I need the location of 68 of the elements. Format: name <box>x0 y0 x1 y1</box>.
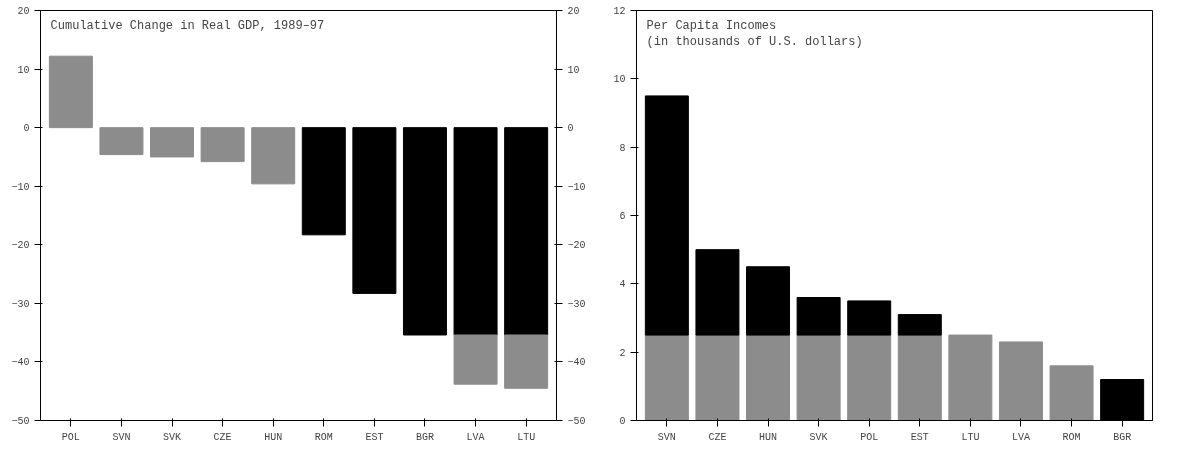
y-tick-label: 8 <box>619 142 626 154</box>
x-tick-label: BGR <box>415 431 434 443</box>
x-tick-label: LTU <box>961 431 980 443</box>
x-tick-label: EST <box>365 431 384 443</box>
bar <box>1049 365 1094 421</box>
bar <box>796 297 841 336</box>
y-tick-label: 0 <box>23 123 30 135</box>
bar <box>847 334 892 421</box>
y-tick-label: −30 <box>11 298 30 310</box>
bar <box>897 334 942 421</box>
x-tick-label: POL <box>61 431 80 443</box>
x-tick-label: SVK <box>809 431 828 443</box>
bar <box>504 334 549 389</box>
y2-tick-label: 0 <box>567 123 574 135</box>
x-tick-label: BGR <box>1113 431 1132 443</box>
y2-tick-label: −10 <box>567 181 586 193</box>
y2-tick-label: −40 <box>567 357 586 369</box>
bar <box>695 334 740 421</box>
y2-tick-label: −20 <box>567 240 586 252</box>
y-tick-label: −20 <box>11 240 30 252</box>
text: (in thousands of U.S. dollars) <box>646 34 863 49</box>
y-tick-label: −40 <box>11 357 30 369</box>
bar <box>453 127 498 336</box>
bar <box>948 334 993 421</box>
bar <box>644 334 689 421</box>
x-tick-label: HUN <box>264 431 283 443</box>
x-tick-label: CZE <box>708 431 727 443</box>
y-tick-label: 10 <box>17 64 30 76</box>
y2-tick-label: −30 <box>567 298 586 310</box>
text: Cumulative Change in Real GDP, 1989–97 <box>50 18 325 33</box>
x-tick-label: LVA <box>466 431 485 443</box>
y-tick-label: 4 <box>619 279 626 291</box>
y-tick-label: 10 <box>613 74 626 86</box>
x-tick-label: SVN <box>112 431 131 443</box>
y2-tick-label: 20 <box>567 6 580 17</box>
bar <box>897 314 942 336</box>
x-tick-label: POL <box>860 431 879 443</box>
x-tick-label: HUN <box>759 431 778 443</box>
y2-tick-label: −50 <box>567 416 586 427</box>
bar <box>695 249 740 336</box>
bar <box>453 334 498 385</box>
bar <box>402 127 447 336</box>
x-tick-label: LTU <box>517 431 536 443</box>
bar <box>796 334 841 421</box>
bar <box>746 266 791 336</box>
bar <box>301 127 346 236</box>
y-tick-label: 2 <box>619 347 626 359</box>
x-tick-label: SVN <box>657 431 676 443</box>
x-tick-label: LVA <box>1011 431 1030 443</box>
x-tick-label: SVK <box>163 431 182 443</box>
bar <box>847 300 892 336</box>
x-tick-label: ROM <box>1062 431 1081 443</box>
y-tick-label: −50 <box>11 416 30 427</box>
bar <box>352 127 397 294</box>
bar <box>998 341 1043 421</box>
y-tick-label: 20 <box>17 6 30 17</box>
y-tick-label: 12 <box>613 6 626 17</box>
y-tick-label: 0 <box>619 416 626 427</box>
x-tick-label: ROM <box>314 431 333 443</box>
bar <box>746 334 791 421</box>
x-tick-label: CZE <box>213 431 232 443</box>
text: Per Capita Incomes <box>646 18 777 33</box>
y2-tick-label: 10 <box>567 64 580 76</box>
y-tick-label: −10 <box>11 181 30 193</box>
bar <box>644 95 689 336</box>
x-tick-label: EST <box>910 431 929 443</box>
y-tick-label: 6 <box>619 211 626 222</box>
bar <box>504 127 549 336</box>
